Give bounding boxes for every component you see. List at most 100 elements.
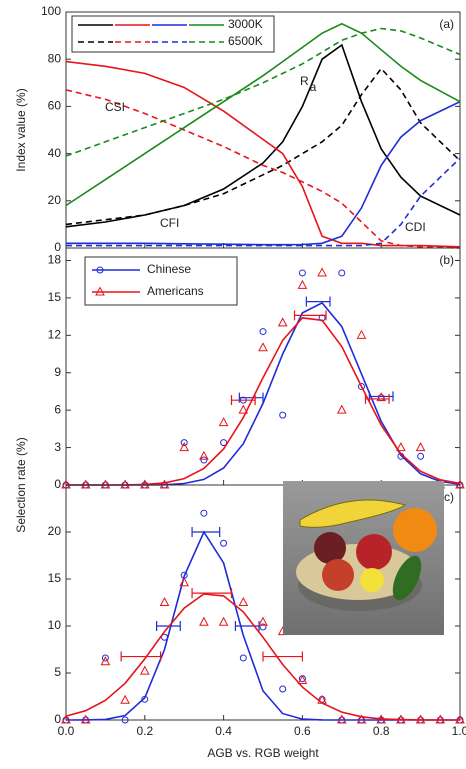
index-label-sub: a	[310, 80, 317, 94]
x-tick-label: 0.2	[136, 724, 153, 738]
y-tick-label: 40	[48, 146, 62, 160]
point	[139, 665, 150, 675]
point	[238, 596, 249, 606]
legend-label: 3000K	[228, 17, 263, 31]
point	[396, 442, 406, 452]
point	[258, 342, 268, 352]
error-bar	[305, 296, 331, 307]
fit-line	[65, 593, 460, 721]
point	[258, 616, 268, 626]
point	[417, 452, 425, 460]
fruit-photo	[283, 481, 444, 635]
point	[279, 411, 287, 419]
plot-frame	[65, 484, 461, 721]
error-bar	[230, 395, 256, 406]
index-line	[66, 100, 461, 246]
point	[199, 450, 209, 460]
point	[338, 269, 346, 277]
index-label: CFI	[160, 216, 179, 230]
y-tick-label: 0	[54, 712, 61, 726]
point	[199, 616, 209, 626]
legend-label: Americans	[147, 284, 204, 298]
y-tick-label: 0	[54, 240, 61, 254]
y-tick-label: 100	[41, 4, 61, 18]
y-tick-label: 15	[48, 290, 62, 304]
point	[376, 392, 387, 402]
point	[277, 317, 288, 327]
point	[356, 329, 367, 339]
y-axis-label: Selection rate (%)	[14, 437, 28, 532]
legend-label: 6500K	[228, 34, 263, 48]
point	[96, 266, 104, 274]
point	[356, 714, 367, 724]
index-line	[65, 27, 461, 157]
panel-tag: (a)	[439, 17, 454, 31]
y-tick-label: 60	[48, 99, 62, 113]
point	[297, 674, 308, 685]
y-axis-label: Index value (%)	[14, 88, 28, 171]
y-tick-label: 15	[48, 571, 62, 585]
point	[159, 596, 170, 606]
x-tick-label: 1.0	[452, 724, 466, 738]
error-bar	[293, 310, 327, 321]
point	[220, 439, 228, 447]
x-tick-label: 0.0	[58, 724, 75, 738]
legend-label: Chinese	[147, 262, 191, 276]
error-bar	[120, 651, 162, 662]
index-line	[65, 43, 461, 228]
x-tick-label: 0.6	[294, 724, 311, 738]
point	[239, 654, 247, 662]
y-tick-label: 3	[54, 440, 61, 454]
index-line	[65, 89, 461, 249]
y-tick-label: 6	[54, 402, 61, 416]
point	[317, 267, 327, 277]
y-tick-label: 12	[48, 327, 62, 341]
x-tick-label: 0.4	[215, 724, 232, 738]
legend-box	[84, 256, 238, 306]
index-label: CDI	[405, 220, 426, 234]
point	[179, 577, 190, 587]
x-tick-label: 0.8	[373, 724, 390, 738]
index-label: CSI	[105, 100, 125, 114]
point	[415, 442, 426, 452]
point	[358, 382, 365, 390]
point	[179, 442, 190, 452]
index-label: R	[300, 74, 309, 88]
point	[298, 269, 306, 277]
point	[336, 404, 347, 414]
point	[121, 716, 129, 724]
point	[297, 279, 308, 289]
error-bar	[262, 651, 303, 662]
point	[200, 456, 208, 464]
point	[101, 654, 109, 662]
y-tick-label: 9	[54, 365, 61, 379]
point	[336, 714, 347, 724]
point	[218, 417, 229, 427]
point	[95, 286, 105, 296]
point	[220, 539, 228, 547]
index-line	[66, 157, 461, 247]
point	[259, 623, 267, 631]
y-tick-label: 80	[48, 51, 62, 65]
point	[61, 714, 71, 724]
point	[259, 328, 267, 336]
y-tick-label: 18	[48, 253, 62, 267]
y-tick-label: 5	[54, 665, 61, 679]
point	[120, 694, 130, 704]
point	[238, 404, 249, 414]
point	[218, 616, 229, 626]
index-line	[65, 22, 461, 207]
y-tick-label: 20	[48, 193, 62, 207]
y-tick-label: 0	[54, 477, 61, 491]
index-line	[65, 60, 461, 248]
point	[180, 439, 188, 447]
point	[80, 714, 91, 724]
point	[200, 509, 208, 517]
error-bar	[364, 393, 390, 404]
index-line	[65, 67, 461, 226]
error-bar	[191, 527, 221, 537]
error-bar	[238, 392, 264, 403]
y-tick-label: 20	[48, 524, 62, 538]
y-tick-label: 10	[48, 618, 62, 632]
